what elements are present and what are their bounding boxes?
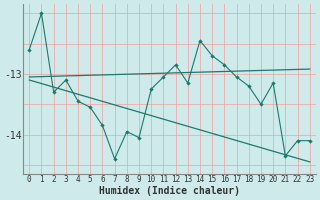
X-axis label: Humidex (Indice chaleur): Humidex (Indice chaleur)	[99, 186, 240, 196]
